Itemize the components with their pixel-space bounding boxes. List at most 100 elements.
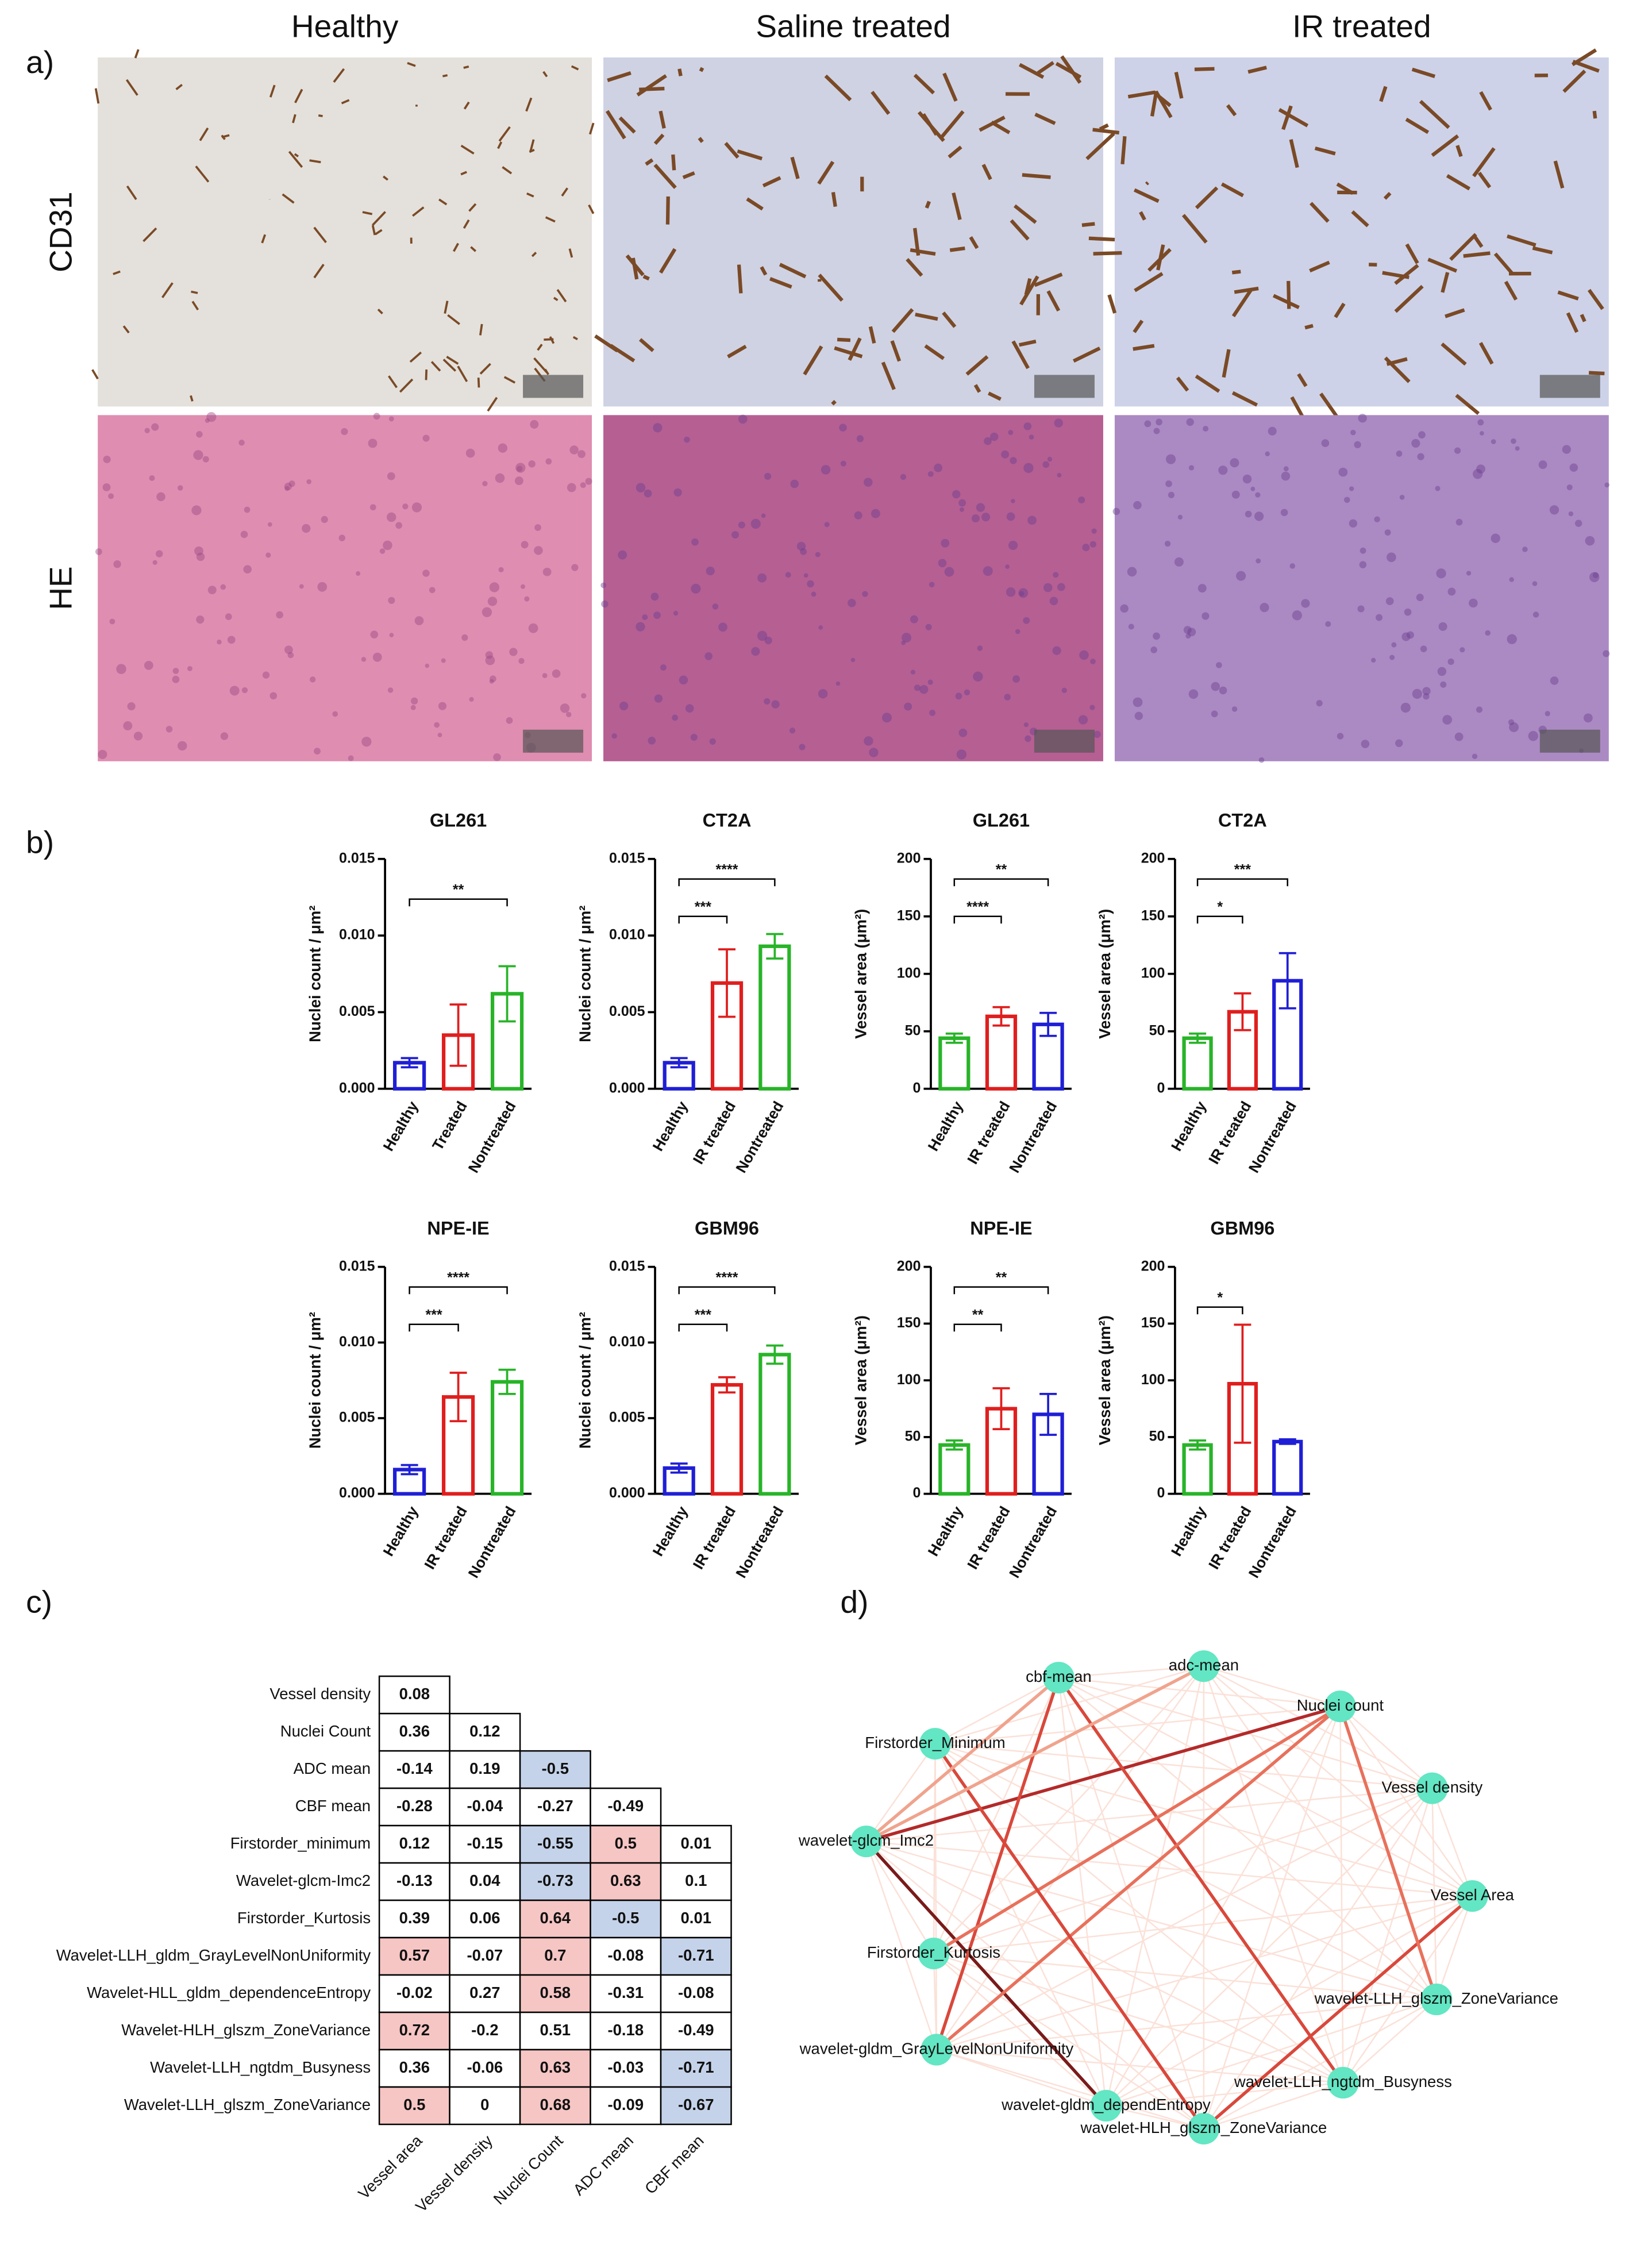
nucleus-stain [581, 693, 586, 698]
row-label: Vessel density [269, 1685, 371, 1703]
nucleus-stain [959, 729, 968, 737]
scale-box [1540, 375, 1600, 398]
nucleus-stain [411, 705, 416, 710]
nucleus-stain [1203, 426, 1208, 432]
nucleus-stain [851, 658, 856, 663]
vessel-stain [1122, 136, 1124, 164]
nucleus-stain [1260, 603, 1269, 612]
nucleus-stain [1509, 577, 1514, 582]
nucleus-stain [1337, 733, 1343, 739]
correlation-value: -0.67 [678, 2096, 714, 2113]
nucleus-stain [1374, 517, 1380, 522]
nucleus-stain [1395, 740, 1403, 747]
nucleus-stain [1029, 434, 1034, 440]
nucleus-stain [901, 641, 906, 645]
nucleus-stain [1507, 634, 1517, 644]
y-tick-label: 50 [905, 1428, 921, 1445]
nucleus-stain [1570, 464, 1578, 472]
nucleus-stain [757, 573, 767, 583]
nucleus-stain [469, 697, 473, 702]
correlation-value: 0.08 [399, 1685, 430, 1703]
nucleus-stain [1491, 534, 1500, 543]
significance-label: *** [695, 1307, 711, 1323]
nucleus-stain [153, 560, 157, 565]
y-tick-label: 0.000 [339, 1485, 375, 1501]
nucleus-stain [187, 666, 192, 671]
correlation-value: -0.28 [396, 1797, 433, 1815]
nucleus-stain [1400, 495, 1405, 500]
nucleus-stain [276, 611, 283, 619]
nucleus-stain [395, 522, 402, 529]
nucleus-stain [499, 567, 504, 572]
y-tick-label: 150 [1141, 1315, 1165, 1331]
bar [987, 1016, 1015, 1089]
nucleus-stain [1360, 548, 1366, 554]
chart-title: CT2A [1218, 810, 1267, 830]
nucleus-stain [910, 615, 918, 623]
nucleus-stain [1349, 486, 1354, 491]
nucleus-stain [1053, 646, 1061, 655]
nucleus-stain [1079, 650, 1089, 660]
nucleus-stain [1593, 572, 1599, 578]
nucleus-stain [1417, 453, 1424, 460]
panel-label: c) [26, 1584, 52, 1620]
node-label: Firstorder_Minimum [865, 1734, 1005, 1751]
nucleus-stain [1168, 492, 1174, 498]
micrograph [1115, 57, 1609, 406]
vessel-stain [1195, 69, 1215, 70]
vessel-stain [1595, 111, 1596, 118]
nucleus-stain [1485, 630, 1491, 636]
y-tick-label: 0.015 [609, 850, 645, 866]
nucleus-stain [973, 672, 983, 681]
nucleus-stain [672, 715, 678, 721]
chart-title: NPE-IE [427, 1218, 489, 1238]
nucleus-stain [1401, 703, 1411, 713]
nucleus-stain [600, 583, 606, 588]
nucleus-stain [836, 681, 841, 686]
y-axis-label: Nuclei count / μm² [576, 906, 594, 1042]
nucleus-stain [1201, 612, 1209, 619]
nucleus-stain [673, 488, 681, 496]
nucleus-stain [205, 418, 210, 423]
nucleus-stain [361, 737, 371, 746]
nucleus-stain [1019, 591, 1024, 596]
nucleus-stain [1316, 700, 1323, 706]
vessel-stain [832, 401, 835, 404]
nucleus-stain [482, 607, 492, 617]
nucleus-stain [1133, 501, 1142, 510]
correlation-value: 0.36 [399, 1722, 430, 1740]
nucleus-stain [242, 687, 248, 693]
nucleus-stain [438, 702, 446, 710]
nucleus-stain [976, 503, 985, 511]
nucleus-stain [1401, 633, 1410, 641]
nucleus-stain [761, 514, 766, 518]
nucleus-stain [178, 741, 187, 750]
correlation-value: 0.5 [403, 2096, 425, 2113]
nucleus-stain [1476, 707, 1482, 713]
nucleus-stain [945, 567, 954, 577]
correlation-value: 0.58 [540, 1984, 571, 2001]
nucleus-stain [370, 631, 378, 639]
nucleus-stain [1187, 627, 1196, 636]
nucleus-stain [1361, 740, 1370, 748]
nucleus-stain [217, 640, 221, 644]
nucleus-stain [486, 656, 495, 665]
correlation-value: 0.01 [681, 1834, 712, 1852]
nucleus-stain [857, 435, 864, 442]
nucleus-stain [911, 670, 915, 675]
scale-box [523, 375, 583, 398]
correlation-value: -0.06 [467, 2058, 503, 2076]
nucleus-stain [648, 737, 656, 745]
nucleus-stain [545, 459, 552, 465]
nucleus-stain [1156, 419, 1162, 426]
nucleus-stain [871, 509, 880, 518]
correlation-value: -0.04 [467, 1797, 503, 1815]
nucleus-stain [964, 690, 970, 695]
bar [1274, 1442, 1301, 1494]
nucleus-stain [804, 573, 808, 578]
nucleus-stain [1144, 421, 1151, 428]
y-tick-label: 0.010 [609, 927, 645, 943]
vessel-stain [1089, 238, 1115, 240]
nucleus-stain [509, 648, 517, 656]
nucleus-stain [95, 548, 102, 555]
